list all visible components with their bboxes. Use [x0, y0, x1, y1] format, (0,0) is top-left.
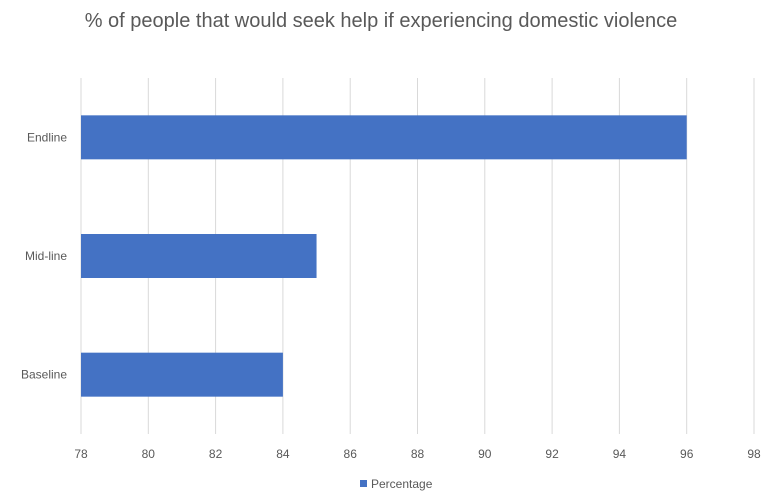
- x-tick-label: 78: [74, 447, 88, 461]
- bar-mid-line: [81, 234, 317, 278]
- x-tick-label: 92: [545, 447, 559, 461]
- x-tick-label: 96: [680, 447, 694, 461]
- x-tick-label: 88: [411, 447, 425, 461]
- category-label: Endline: [27, 130, 67, 144]
- x-tick-label: 84: [276, 447, 290, 461]
- legend-swatch: [360, 480, 367, 487]
- chart-title: % of people that would seek help if expe…: [84, 10, 678, 32]
- category-label: Mid-line: [25, 249, 67, 263]
- category-label: Baseline: [21, 368, 67, 382]
- bar-endline: [81, 115, 687, 160]
- x-tick-label: 82: [209, 447, 223, 461]
- legend: Percentage: [360, 477, 433, 491]
- x-tick-label: 86: [344, 447, 358, 461]
- bars: [81, 115, 687, 397]
- x-tick-label: 90: [478, 447, 492, 461]
- category-labels: Endline Mid-line Baseline: [21, 130, 67, 381]
- bar-baseline: [81, 352, 283, 397]
- legend-label: Percentage: [371, 477, 433, 491]
- x-tick-label: 98: [747, 447, 761, 461]
- x-tick-labels: 78 80 82 84 86 88 90 92 94 96 98: [74, 447, 761, 461]
- x-tick-label: 94: [613, 447, 627, 461]
- x-tick-label: 80: [142, 447, 156, 461]
